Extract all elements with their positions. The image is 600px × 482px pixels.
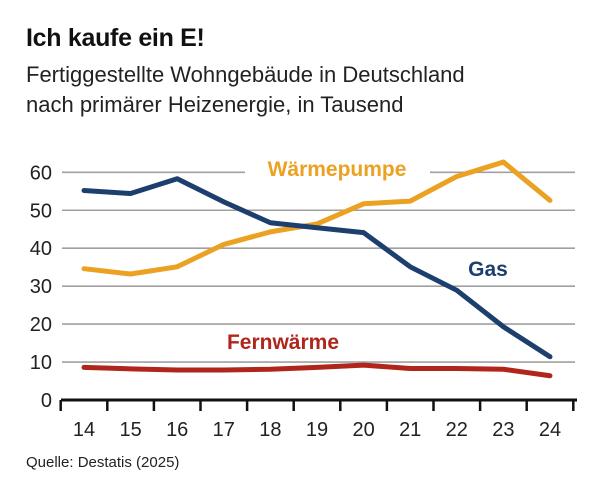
x-tick-label: 20 bbox=[352, 419, 374, 441]
source-note: Quelle: Destatis (2025) bbox=[26, 454, 180, 471]
chart-subtitle-line-2: nach primärer Heizenergie, in Tausend bbox=[26, 92, 404, 117]
x-tick-label: 15 bbox=[119, 419, 141, 441]
y-tick-label: 0 bbox=[41, 390, 52, 412]
x-tick-label: 21 bbox=[399, 419, 421, 441]
chart-title: Ich kaufe ein E! bbox=[26, 24, 205, 52]
x-tick-label: 19 bbox=[306, 419, 328, 441]
x-tick-label: 17 bbox=[213, 419, 235, 441]
x-tick-label: 24 bbox=[539, 419, 561, 441]
y-tick-label: 60 bbox=[30, 162, 52, 184]
x-tick-label: 22 bbox=[446, 419, 468, 441]
y-tick-label: 50 bbox=[30, 200, 52, 222]
x-tick-label: 16 bbox=[166, 419, 188, 441]
series-line-fernwärme bbox=[81, 362, 553, 379]
chart-subtitle-line-1: Fertiggestellte Wohngebäude in Deutschla… bbox=[26, 62, 465, 87]
x-tick-label: 14 bbox=[73, 419, 95, 441]
series-label: Wärmepumpe bbox=[268, 158, 407, 181]
x-tick-label: 23 bbox=[492, 419, 514, 441]
y-tick-label: 10 bbox=[30, 352, 52, 374]
y-tick-label: 40 bbox=[30, 238, 52, 260]
label-background bbox=[200, 328, 370, 358]
label-background bbox=[245, 155, 430, 185]
y-tick-label: 20 bbox=[30, 314, 52, 336]
y-tick-label: 30 bbox=[30, 276, 52, 298]
series-label: Fernwärme bbox=[227, 331, 339, 354]
series-label: Gas bbox=[468, 258, 508, 281]
x-tick-label: 18 bbox=[259, 419, 281, 441]
